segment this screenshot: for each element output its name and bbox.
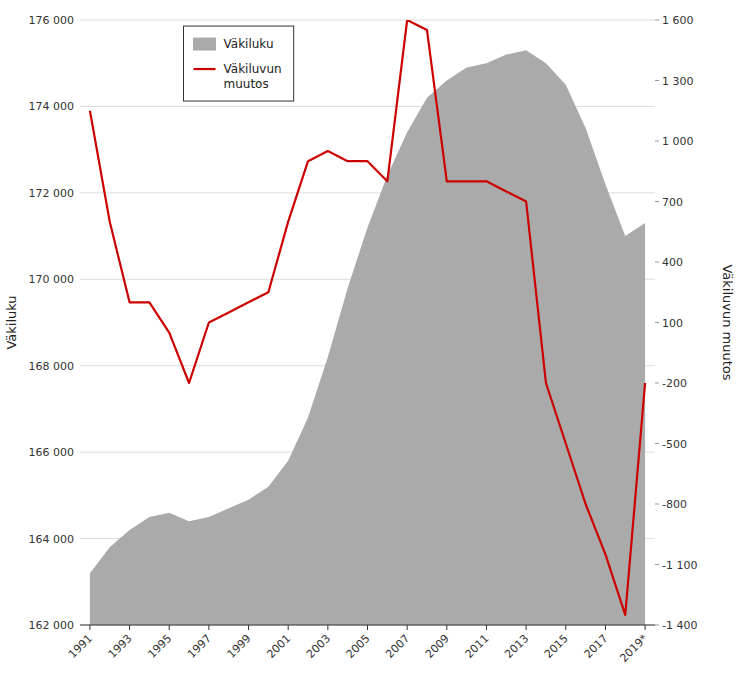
x-tick-label: 2013 (502, 632, 531, 661)
y2-tick-label: 1 600 (662, 14, 694, 27)
y-axis-label: Väkiluku (4, 295, 19, 349)
x-tick-label: 1999 (225, 632, 254, 661)
legend: Väkiluku Väkiluvunmuutos (184, 26, 294, 101)
x-tick-label: 2005 (344, 632, 373, 661)
population-area (90, 50, 645, 625)
y-tick-label: 166 000 (29, 446, 75, 459)
x-tick-label: 2011 (463, 632, 492, 661)
x-tick (565, 625, 566, 630)
grid-line (80, 20, 655, 21)
x-tick-label: 2007 (383, 632, 412, 661)
x-tick (89, 625, 90, 630)
y2-tick-label: 700 (662, 196, 683, 209)
y2-tick (655, 383, 659, 384)
y2-tick-label: -1 400 (662, 619, 697, 632)
grid (80, 20, 655, 625)
y2-tick (655, 625, 659, 626)
change-line (90, 20, 645, 615)
y2-tick (655, 564, 659, 565)
chart: 1991 1993 1995 1997 1999 2001 2003 2005 2007 2009… (0, 0, 737, 697)
y2-tick-label: -1 100 (662, 559, 697, 572)
y2-tick (655, 443, 659, 444)
x-tick (248, 625, 249, 630)
x-tick-label: 2009 (423, 632, 452, 661)
x-tick (169, 625, 170, 630)
x-tick-label: 1995 (145, 632, 174, 661)
x-tick (367, 625, 368, 630)
y2-tick (655, 322, 659, 323)
y2-tick-label: 100 (662, 317, 683, 330)
y-tick-label: 170 000 (29, 273, 75, 286)
legend-label-line: muutos (224, 77, 269, 91)
x-tick (486, 625, 487, 630)
x-tick-label: 1991 (66, 632, 95, 661)
y2-tick-label: 1 300 (662, 75, 694, 88)
x-tick (288, 625, 289, 630)
x-tick (327, 625, 328, 630)
y-tick-label: 174 000 (29, 100, 75, 113)
x-tick-label: 1993 (106, 632, 135, 661)
x-tick-label: 2015 (542, 632, 571, 661)
x-tick-label: 1997 (185, 632, 214, 661)
y2-tick (655, 262, 659, 263)
legend-label-line: Väkiluvun (224, 62, 282, 76)
legend-swatch (194, 68, 216, 70)
x-tick (208, 625, 209, 630)
legend-box (184, 26, 294, 101)
y2-tick-label: -500 (662, 438, 687, 451)
y2-tick (655, 20, 659, 21)
y2-axis: -1 400 -1 100 -800 -500 -200 100 400 700 1 000 1 … (655, 14, 735, 632)
legend-label-line: Väkiluku (224, 37, 274, 51)
x-tick (605, 625, 606, 630)
y2-tick-label: 1 000 (662, 135, 694, 148)
plot-area (90, 20, 645, 625)
legend-label: Väkiluvunmuutos (224, 62, 282, 91)
x-tick-label: 2019* (617, 632, 650, 665)
y-tick-label: 172 000 (29, 187, 75, 200)
y2-tick-label: 400 (662, 256, 683, 269)
legend-swatch (194, 38, 216, 50)
y2-tick-label: -200 (662, 377, 687, 390)
y2-tick (655, 141, 659, 142)
y-tick-label: 176 000 (29, 14, 75, 27)
x-tick-label: 2001 (264, 632, 293, 661)
x-tick (526, 625, 527, 630)
y2-tick (655, 80, 659, 81)
y-tick-label: 162 000 (29, 619, 75, 632)
y-tick-label: 164 000 (29, 533, 75, 546)
y-tick-label: 168 000 (29, 360, 75, 373)
y2-tick (655, 504, 659, 505)
x-tick (645, 625, 646, 630)
x-tick (407, 625, 408, 630)
y2-tick (655, 201, 659, 202)
x-axis: 1991 1993 1995 1997 1999 2001 2003 2005 2007 2009… (66, 625, 651, 665)
x-tick (446, 625, 447, 630)
x-tick-label: 2003 (304, 632, 333, 661)
y-axis: 162 000 164 000 166 000 168 000 170 000 172 0… (4, 14, 74, 632)
legend-label: Väkiluku (224, 37, 274, 51)
x-tick (129, 625, 130, 630)
x-tick-label: 2017 (582, 632, 611, 661)
y2-axis-label: Väkiluvun muutos (720, 264, 735, 380)
y2-tick-label: -800 (662, 498, 687, 511)
